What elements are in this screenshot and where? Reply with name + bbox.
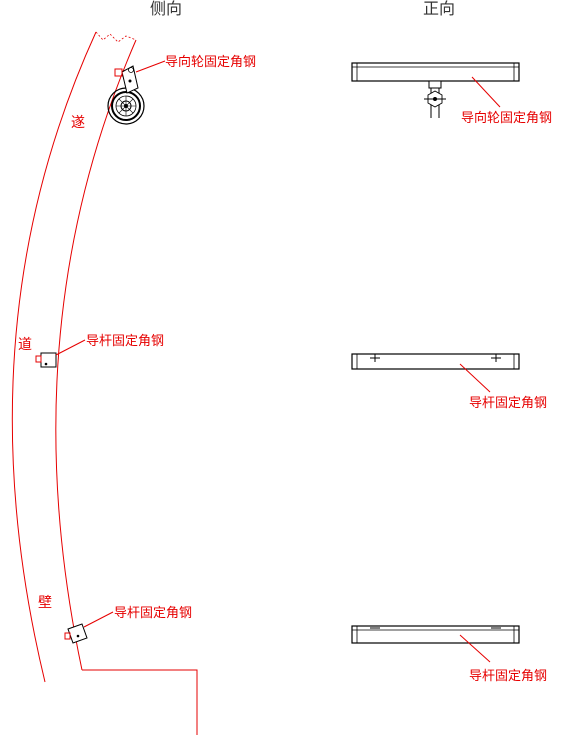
- leader-side-rod-2: [83, 611, 114, 628]
- tunnel-wall-char-1: 遂: [71, 115, 85, 131]
- guide-rod-bracket-1: [35, 352, 57, 368]
- front-label-guide-rod-2: 导杆固定角钢: [469, 669, 547, 684]
- guide-wheel-assembly: [107, 65, 145, 125]
- tunnel-wall-outer-line: [11, 31, 97, 683]
- tunnel-wall-inner-line: [55, 39, 137, 671]
- rod-bracket-1-plate: [40, 352, 57, 368]
- front-guide-rod-steel-2: [351, 625, 520, 644]
- leader-side-rod-1: [55, 339, 86, 356]
- break-line: [95, 31, 137, 43]
- tunnel-wall: [11, 31, 198, 735]
- leader-front-wheel: [471, 76, 501, 108]
- front-guide-wheel-assembly: [351, 62, 520, 118]
- tunnel-wall-char-3: 壁: [38, 595, 52, 611]
- front-wheel-angle-steel: [351, 62, 520, 82]
- front-rod-1-angle-steel: [351, 353, 520, 370]
- side-label-guide-wheel: 导向轮固定角钢: [165, 54, 256, 70]
- front-label-guide-wheel: 导向轮固定角钢: [461, 110, 552, 126]
- wheel-angle-steel-side: [114, 68, 123, 77]
- front-rod-2-angle-steel: [351, 625, 520, 644]
- rod-bracket-2-plate: [67, 623, 88, 644]
- guide-rod-bracket-2: [64, 623, 88, 644]
- tunnel-floor-line: [82, 669, 198, 735]
- front-label-guide-rod-1: 导杆固定角钢: [469, 396, 547, 411]
- leader-front-rod-1: [459, 363, 491, 393]
- tunnel-wall-char-2: 道: [18, 337, 32, 353]
- side-label-guide-rod-2: 导杆固定角钢: [114, 606, 192, 621]
- rod-bracket-1-angle-steel: [35, 355, 42, 363]
- side-view-header: 侧向: [150, 0, 182, 18]
- front-view-header: 正向: [423, 0, 455, 18]
- leader-side-wheel: [135, 60, 166, 73]
- rod-bracket-2-angle-steel: [64, 632, 71, 640]
- front-guide-rod-steel-1: [351, 353, 520, 370]
- side-label-guide-rod-1: 导杆固定角钢: [86, 334, 164, 349]
- leader-front-rod-2: [459, 634, 491, 663]
- wheel-rim: [111, 91, 141, 121]
